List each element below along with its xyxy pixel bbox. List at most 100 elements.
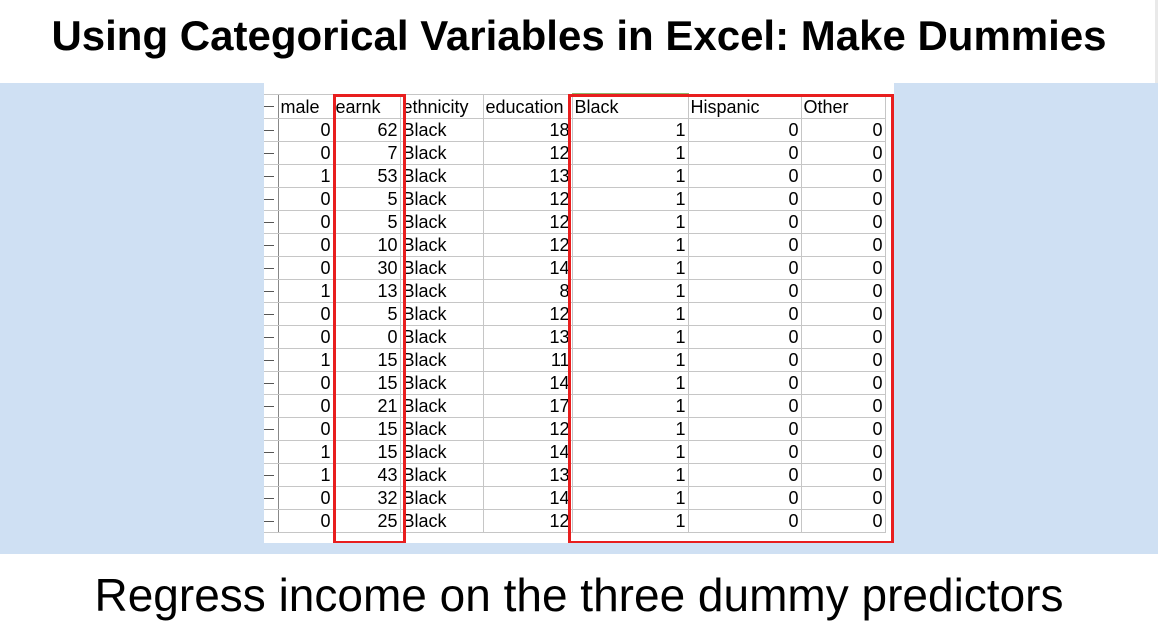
cell-other[interactable]: 0 <box>800 164 886 188</box>
cell-ethnicity[interactable]: Black <box>399 118 484 142</box>
cell-other[interactable]: 0 <box>800 325 886 349</box>
cell-hispanic[interactable]: 0 <box>687 210 802 234</box>
cell-hispanic[interactable]: 0 <box>687 463 802 487</box>
cell-black[interactable]: 1 <box>571 440 689 464</box>
cell-black[interactable]: 1 <box>571 348 689 372</box>
row-header-cell[interactable] <box>264 233 279 257</box>
cell-black[interactable]: 1 <box>571 394 689 418</box>
cell-black[interactable]: 1 <box>571 463 689 487</box>
cell-male[interactable]: 1 <box>277 440 334 464</box>
row-header-cell[interactable] <box>264 118 279 142</box>
cell-other[interactable]: 0 <box>800 302 886 326</box>
row-header-cell[interactable] <box>264 164 279 188</box>
cell-ethnicity[interactable]: Black <box>399 486 484 510</box>
cell-other[interactable]: 0 <box>800 486 886 510</box>
row-header-cell[interactable] <box>264 187 279 211</box>
cell-other[interactable]: 0 <box>800 440 886 464</box>
cell-other[interactable]: 0 <box>800 371 886 395</box>
cell-hispanic[interactable]: 0 <box>687 118 802 142</box>
cell-education[interactable]: 12 <box>482 233 573 257</box>
cell-ethnicity[interactable]: Black <box>399 164 484 188</box>
cell-black[interactable]: 1 <box>571 118 689 142</box>
row-header-cell[interactable] <box>264 463 279 487</box>
cell-male[interactable]: 0 <box>277 210 334 234</box>
column-header-hispanic[interactable]: Hispanic <box>687 94 802 119</box>
cell-other[interactable]: 0 <box>800 256 886 280</box>
cell-earnk[interactable]: 7 <box>332 141 401 165</box>
cell-earnk[interactable]: 62 <box>332 118 401 142</box>
cell-other[interactable]: 0 <box>800 509 886 533</box>
cell-earnk[interactable]: 43 <box>332 463 401 487</box>
cell-hispanic[interactable]: 0 <box>687 141 802 165</box>
cell-earnk[interactable]: 32 <box>332 486 401 510</box>
cell-male[interactable]: 0 <box>277 141 334 165</box>
cell-hispanic[interactable]: 0 <box>687 325 802 349</box>
row-header-cell[interactable] <box>264 256 279 280</box>
cell-hispanic[interactable]: 0 <box>687 440 802 464</box>
cell-male[interactable]: 1 <box>277 279 334 303</box>
cell-ethnicity[interactable]: Black <box>399 394 484 418</box>
cell-other[interactable]: 0 <box>800 279 886 303</box>
cell-ethnicity[interactable]: Black <box>399 371 484 395</box>
cell-education[interactable]: 14 <box>482 440 573 464</box>
cell-ethnicity[interactable]: Black <box>399 256 484 280</box>
column-header-education[interactable]: education <box>482 94 573 119</box>
cell-male[interactable]: 0 <box>277 256 334 280</box>
cell-ethnicity[interactable]: Black <box>399 210 484 234</box>
cell-hispanic[interactable]: 0 <box>687 417 802 441</box>
cell-earnk[interactable]: 15 <box>332 440 401 464</box>
cell-male[interactable]: 0 <box>277 325 334 349</box>
cell-ethnicity[interactable]: Black <box>399 509 484 533</box>
cell-black[interactable]: 1 <box>571 210 689 234</box>
cell-earnk[interactable]: 15 <box>332 417 401 441</box>
column-header-male[interactable]: male <box>277 94 334 119</box>
row-header-cell[interactable] <box>264 141 279 165</box>
cell-black[interactable]: 1 <box>571 371 689 395</box>
cell-earnk[interactable]: 15 <box>332 348 401 372</box>
cell-male[interactable]: 0 <box>277 118 334 142</box>
cell-hispanic[interactable]: 0 <box>687 256 802 280</box>
cell-other[interactable]: 0 <box>800 463 886 487</box>
cell-other[interactable]: 0 <box>800 394 886 418</box>
cell-other[interactable]: 0 <box>800 233 886 257</box>
cell-black[interactable]: 1 <box>571 279 689 303</box>
cell-male[interactable]: 0 <box>277 509 334 533</box>
cell-ethnicity[interactable]: Black <box>399 141 484 165</box>
cell-earnk[interactable]: 15 <box>332 371 401 395</box>
cell-male[interactable]: 0 <box>277 233 334 257</box>
cell-education[interactable]: 13 <box>482 164 573 188</box>
cell-earnk[interactable]: 10 <box>332 233 401 257</box>
cell-black[interactable]: 1 <box>571 141 689 165</box>
cell-earnk[interactable]: 21 <box>332 394 401 418</box>
cell-earnk[interactable]: 5 <box>332 210 401 234</box>
cell-ethnicity[interactable]: Black <box>399 440 484 464</box>
cell-education[interactable]: 12 <box>482 509 573 533</box>
cell-black[interactable]: 1 <box>571 486 689 510</box>
cell-black[interactable]: 1 <box>571 509 689 533</box>
row-header-cell[interactable] <box>264 279 279 303</box>
row-header-cell[interactable] <box>264 440 279 464</box>
cell-hispanic[interactable]: 0 <box>687 394 802 418</box>
cell-education[interactable]: 14 <box>482 371 573 395</box>
cell-male[interactable]: 1 <box>277 463 334 487</box>
cell-earnk[interactable]: 5 <box>332 187 401 211</box>
row-header-cell[interactable] <box>264 486 279 510</box>
cell-black[interactable]: 1 <box>571 325 689 349</box>
row-header-cell[interactable] <box>264 348 279 372</box>
cell-black[interactable]: 1 <box>571 187 689 211</box>
cell-ethnicity[interactable]: Black <box>399 348 484 372</box>
cell-earnk[interactable]: 0 <box>332 325 401 349</box>
cell-education[interactable]: 13 <box>482 463 573 487</box>
cell-ethnicity[interactable]: Black <box>399 417 484 441</box>
column-header-black[interactable]: Black <box>571 93 689 119</box>
cell-male[interactable]: 0 <box>277 486 334 510</box>
cell-other[interactable]: 0 <box>800 348 886 372</box>
cell-hispanic[interactable]: 0 <box>687 233 802 257</box>
cell-education[interactable]: 12 <box>482 187 573 211</box>
cell-hispanic[interactable]: 0 <box>687 187 802 211</box>
cell-earnk[interactable]: 5 <box>332 302 401 326</box>
cell-earnk[interactable]: 30 <box>332 256 401 280</box>
cell-male[interactable]: 0 <box>277 394 334 418</box>
cell-earnk[interactable]: 25 <box>332 509 401 533</box>
cell-hispanic[interactable]: 0 <box>687 348 802 372</box>
